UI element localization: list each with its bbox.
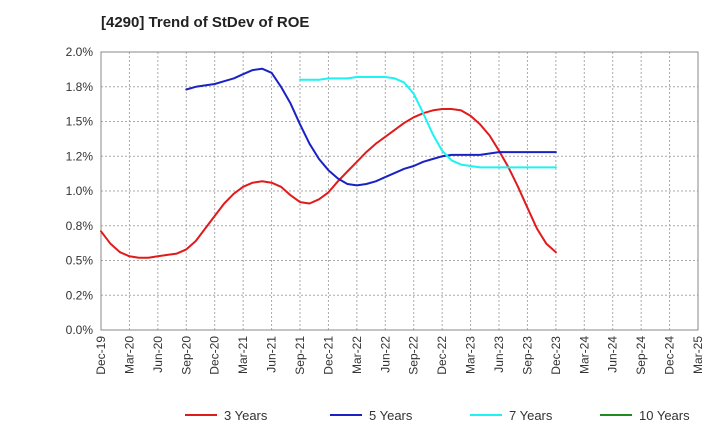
y-tick-label: 0.8% [66, 219, 94, 233]
x-tick-label: Sep-21 [293, 336, 307, 375]
x-tick-label: Jun-23 [492, 336, 506, 373]
x-tick-label: Mar-21 [236, 336, 250, 374]
series-line-7-years [299, 76, 557, 169]
x-tick-label: Mar-22 [350, 336, 364, 374]
y-tick-label: 1.8% [66, 80, 94, 94]
y-tick-label: 1.5% [66, 115, 94, 129]
x-tick-label: Dec-21 [321, 336, 335, 375]
y-tick-label: 1.0% [66, 184, 94, 198]
x-tick-label: Mar-25 [691, 336, 705, 374]
x-tick-label: Sep-24 [634, 336, 648, 375]
legend-label-10-years: 10 Years [639, 408, 690, 423]
grid-layer [101, 52, 698, 330]
x-tick-label: Jun-21 [265, 336, 279, 373]
legend-label-5-years: 5 Years [369, 408, 413, 423]
x-tick-label: Mar-24 [577, 336, 591, 374]
series-line-3-years [100, 108, 557, 259]
series-layer [100, 67, 557, 259]
x-tick-label: Mar-23 [464, 336, 478, 374]
x-tick-label: Mar-20 [122, 336, 136, 374]
x-tick-label: Jun-22 [378, 336, 392, 373]
y-tick-labels: 0.0% 0.2% 0.5% 0.8% 1.0% 1.2% 1.5% 1.8% 2.0% [66, 45, 94, 337]
x-tick-label: Sep-20 [179, 336, 193, 375]
y-tick-label: 0.0% [66, 323, 94, 337]
x-tick-label: Jun-20 [151, 336, 165, 373]
y-tick-label: 0.5% [66, 254, 94, 268]
x-tick-label: Dec-20 [208, 336, 222, 375]
plot-frame [100, 51, 699, 331]
x-tick-label: Dec-24 [663, 336, 677, 375]
x-tick-label: Sep-22 [407, 336, 421, 375]
legend-label-3-years: 3 Years [224, 408, 268, 423]
x-tick-label: Dec-19 [94, 336, 108, 375]
chart-title: [4290] Trend of StDev of ROE [101, 14, 310, 31]
x-tick-label: Dec-23 [549, 336, 563, 375]
legend-label-7-years: 7 Years [509, 408, 553, 423]
y-tick-label: 2.0% [66, 45, 94, 59]
x-tick-label: Sep-23 [520, 336, 534, 375]
x-tick-label: Dec-22 [435, 336, 449, 375]
series-line-5-years [185, 67, 557, 187]
x-tick-labels: Dec-19 Mar-20 Jun-20 Sep-20 Dec-20 Mar-21 Jun-… [94, 336, 705, 375]
x-tick-label: Jun-24 [606, 336, 620, 373]
legend: 3 Years 5 Years 7 Years 10 Years [185, 408, 690, 423]
y-tick-label: 0.2% [66, 288, 94, 302]
y-tick-label: 1.2% [66, 149, 94, 163]
